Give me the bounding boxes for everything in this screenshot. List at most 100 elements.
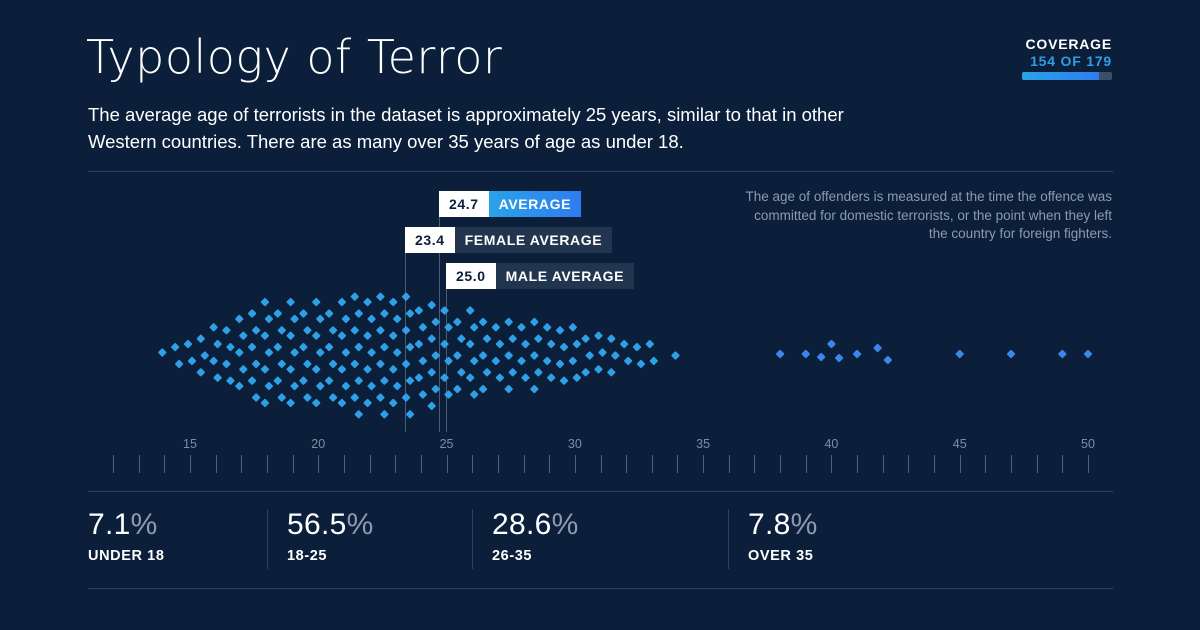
data-point xyxy=(328,326,338,335)
axis-tick xyxy=(215,455,217,473)
data-point xyxy=(183,339,193,349)
female-average-tag: 23.4 FEMALE AVERAGE xyxy=(405,227,613,253)
stat-under-18: 7.1% UNDER 18 xyxy=(88,508,165,564)
data-point xyxy=(530,384,539,394)
data-point xyxy=(303,393,312,402)
data-point xyxy=(482,368,492,377)
axis-tick xyxy=(318,455,320,473)
data-point xyxy=(431,351,440,360)
axis-tick xyxy=(985,455,987,473)
subtitle-line-2: Western countries. There are as many ove… xyxy=(88,131,684,152)
data-point xyxy=(264,348,274,357)
data-point xyxy=(273,376,282,385)
axis-tick xyxy=(472,455,474,473)
data-point xyxy=(427,368,436,377)
data-point xyxy=(380,342,389,352)
stat-26-35: 28.6% 26-35 xyxy=(492,508,579,564)
data-point xyxy=(645,339,654,349)
data-point xyxy=(264,314,274,324)
stat-value: 28.6 xyxy=(492,508,552,541)
data-point xyxy=(393,381,402,391)
data-point xyxy=(248,309,257,318)
data-point xyxy=(354,376,363,385)
data-point xyxy=(440,339,449,349)
data-point xyxy=(376,326,385,335)
data-point xyxy=(312,297,321,307)
data-point xyxy=(312,398,321,408)
data-point xyxy=(376,359,385,369)
data-point xyxy=(572,373,581,382)
data-point xyxy=(324,309,334,318)
data-point xyxy=(427,401,436,411)
axis-tick xyxy=(497,455,499,473)
data-point xyxy=(401,292,411,301)
data-point xyxy=(491,323,500,332)
data-point xyxy=(598,348,607,357)
data-point xyxy=(478,317,488,327)
data-point xyxy=(316,314,325,324)
data-point xyxy=(568,323,577,332)
data-point xyxy=(393,348,402,357)
data-point xyxy=(213,373,222,382)
data-point xyxy=(286,331,295,340)
data-point xyxy=(594,331,603,340)
axis-tick xyxy=(805,455,807,473)
data-point xyxy=(440,373,449,382)
data-point xyxy=(508,368,517,377)
data-point xyxy=(817,352,826,362)
axis-label: 45 xyxy=(952,437,967,451)
data-point xyxy=(873,343,882,353)
data-point xyxy=(594,365,603,374)
axis-tick xyxy=(626,455,628,473)
stat-divider xyxy=(267,509,268,569)
data-point xyxy=(226,342,235,352)
data-point xyxy=(389,331,398,340)
axis-label: 40 xyxy=(824,437,839,451)
data-point xyxy=(328,393,338,402)
data-point xyxy=(299,376,308,385)
axis-tick xyxy=(189,455,191,473)
data-point xyxy=(624,356,633,366)
data-point xyxy=(607,334,616,343)
axis-tick xyxy=(1036,455,1038,473)
data-point xyxy=(827,339,836,349)
female-average-value: 23.4 xyxy=(405,227,455,253)
axis-tick xyxy=(728,455,730,473)
data-point xyxy=(393,314,402,324)
axis-tick xyxy=(549,455,551,473)
data-point xyxy=(632,342,642,352)
data-point xyxy=(380,376,389,385)
data-point xyxy=(852,349,862,359)
axis-tick xyxy=(369,455,371,473)
axis-tick xyxy=(266,455,268,473)
data-point xyxy=(521,339,530,349)
data-point xyxy=(504,317,513,327)
data-point xyxy=(543,323,552,332)
axis-tick xyxy=(1062,455,1064,473)
data-point xyxy=(328,359,338,369)
axis-tick xyxy=(292,455,294,473)
axis-tick xyxy=(754,455,756,473)
data-point xyxy=(1083,349,1093,359)
data-point xyxy=(312,365,321,374)
data-point xyxy=(801,349,810,359)
data-point xyxy=(418,356,428,366)
data-point xyxy=(222,359,231,369)
data-point xyxy=(470,356,479,366)
data-point xyxy=(401,393,411,402)
data-point xyxy=(559,376,569,385)
data-point xyxy=(350,326,359,335)
data-point xyxy=(775,349,785,359)
data-point xyxy=(559,342,569,352)
data-point xyxy=(466,373,475,382)
data-point xyxy=(405,309,415,318)
data-point xyxy=(209,323,218,332)
data-point xyxy=(466,339,475,349)
data-point xyxy=(350,393,359,402)
data-point xyxy=(354,410,363,419)
data-point xyxy=(209,356,218,366)
data-point xyxy=(239,365,248,374)
data-point xyxy=(363,365,372,374)
axis-tick xyxy=(934,455,936,473)
data-point xyxy=(290,381,299,391)
